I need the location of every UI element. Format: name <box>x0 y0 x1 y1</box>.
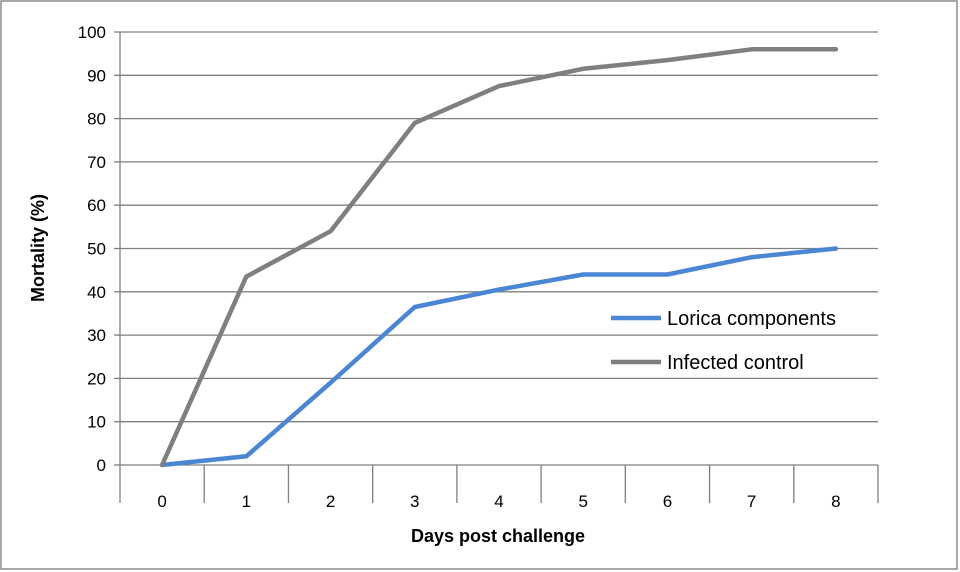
y-tick-label: 90 <box>87 66 106 85</box>
x-tick-label: 6 <box>663 492 672 511</box>
x-tick-label: 1 <box>242 492 251 511</box>
x-tick-label: 0 <box>157 492 166 511</box>
x-tick-label: 2 <box>326 492 335 511</box>
gridlines <box>120 31 878 423</box>
y-tick-label: 60 <box>87 196 106 215</box>
series-line-infected-control <box>159 47 839 468</box>
y-tick-label: 80 <box>87 110 106 129</box>
y-tick-label: 40 <box>87 283 106 302</box>
series-lines <box>159 47 839 468</box>
y-tick-label: 70 <box>87 153 106 172</box>
x-tick-label: 7 <box>747 492 756 511</box>
y-tick-label: 30 <box>87 326 106 345</box>
y-tick-label: 50 <box>87 240 106 259</box>
x-tick-label: 5 <box>578 492 587 511</box>
y-tick-labels: 0 10 20 30 40 50 60 70 80 90 100 <box>78 23 106 475</box>
x-tick-label: 3 <box>410 492 419 511</box>
legend-label: Infected control <box>667 352 804 374</box>
x-tick-label: 8 <box>831 492 840 511</box>
y-tick-label: 100 <box>78 23 106 42</box>
x-tick-label: 4 <box>494 492 503 511</box>
y-axis-title: Mortality (%) <box>28 194 48 302</box>
axes <box>114 31 879 503</box>
y-tick-label: 10 <box>87 413 106 432</box>
series-line-lorica-components <box>159 246 839 468</box>
x-tick-labels: 0 1 2 3 4 5 6 7 8 <box>157 492 840 511</box>
x-axis-title: Days post challenge <box>411 526 585 546</box>
y-tick-label: 0 <box>97 456 106 475</box>
legend-label: Lorica components <box>667 308 836 330</box>
legend: Lorica components Infected control <box>611 308 836 374</box>
y-tick-label: 20 <box>87 369 106 388</box>
